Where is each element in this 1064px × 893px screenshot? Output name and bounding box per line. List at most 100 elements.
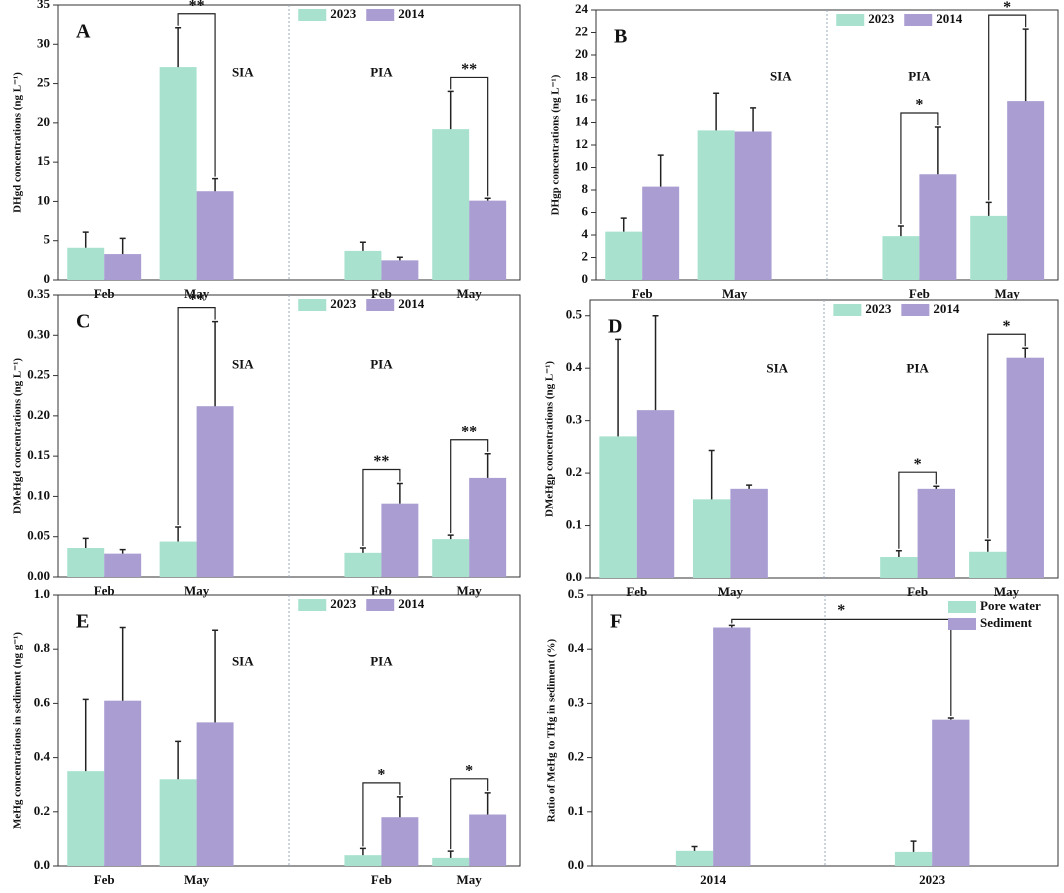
legend-swatch <box>366 599 395 611</box>
y-tick-label: 0.5 <box>568 586 585 601</box>
significance-label: ** <box>189 291 205 308</box>
bar <box>67 771 105 866</box>
y-tick-label: 0.10 <box>27 487 50 502</box>
y-axis-label: DMeHgd concentrations (ng L⁻¹) <box>12 358 24 514</box>
error-bar <box>947 717 954 720</box>
error-bar <box>119 548 126 554</box>
legend-swatch <box>904 14 933 26</box>
y-tick-label: 0.0 <box>34 857 50 872</box>
bar <box>469 814 507 866</box>
significance-bracket <box>900 112 939 224</box>
error-bar <box>746 484 753 489</box>
y-tick-label: 18 <box>575 68 589 83</box>
y-tick-label: 0.1 <box>568 803 584 818</box>
bar <box>469 477 507 577</box>
bar <box>1006 357 1044 578</box>
error-bar <box>82 537 89 548</box>
error-bar <box>447 534 454 540</box>
bar <box>713 627 751 866</box>
x-tick-label: May <box>457 286 483 301</box>
significance-label: * <box>837 602 845 619</box>
error-bar <box>175 27 182 68</box>
bar <box>932 719 970 866</box>
x-tick-label: Feb <box>94 872 115 887</box>
bar <box>67 247 105 280</box>
bar <box>636 410 675 578</box>
y-tick-label: 6 <box>582 203 589 218</box>
error-bar <box>1022 347 1029 358</box>
bar <box>432 539 470 577</box>
error-bar <box>910 840 917 852</box>
panel-label: B <box>614 26 627 48</box>
y-tick-label: 0.4 <box>568 640 585 655</box>
legend-label: Sediment <box>980 615 1033 630</box>
significance-bracket <box>450 439 489 534</box>
error-bar <box>82 698 89 772</box>
y-tick-label: 0.8 <box>34 640 51 655</box>
y-axis-label: MeHg concentrations in sediment (ng g⁻¹) <box>12 632 24 829</box>
bar <box>692 499 731 578</box>
error-bar <box>447 850 454 858</box>
legend-label: 2023 <box>330 296 357 311</box>
y-tick-label: 0.15 <box>27 447 50 462</box>
bar <box>642 186 680 280</box>
y-tick-label: 20 <box>575 46 588 61</box>
legend-label: 2014 <box>398 296 425 311</box>
y-axis-label: DMeHgp concentrations (ng L⁻¹) <box>544 361 556 517</box>
y-tick-label: 14 <box>575 113 589 128</box>
legend-swatch <box>948 601 976 613</box>
bar <box>969 551 1007 578</box>
region-label: SIA <box>766 360 788 375</box>
error-bar <box>396 256 403 261</box>
y-tick-label: 0.30 <box>27 326 50 341</box>
x-tick-label: Feb <box>371 583 392 598</box>
y-tick-label: 30 <box>37 35 50 50</box>
error-bar <box>119 626 126 701</box>
legend-label: 2014 <box>936 11 963 26</box>
legend-label: 2014 <box>933 301 960 316</box>
error-bar <box>897 225 904 237</box>
legend-label: 2023 <box>330 596 357 611</box>
x-tick-label: May <box>457 872 483 887</box>
y-tick-label: 0.35 <box>27 286 50 301</box>
significance-label: ** <box>373 453 389 470</box>
error-bar <box>396 796 403 818</box>
significance-label: * <box>1003 318 1011 335</box>
error-bar <box>933 485 940 489</box>
legend-swatch <box>836 14 865 26</box>
x-tick-label: May <box>184 583 210 598</box>
y-tick-label: 0.6 <box>34 694 51 709</box>
legend-swatch <box>298 9 327 21</box>
bar <box>880 557 918 578</box>
legend-label: Pore water <box>980 598 1041 613</box>
error-bar <box>1022 28 1029 102</box>
bar <box>730 488 768 578</box>
error-bar <box>985 201 992 216</box>
x-tick-label: 2014 <box>700 872 727 887</box>
error-bar <box>212 629 219 723</box>
error-bar <box>713 92 720 131</box>
bar <box>67 547 105 577</box>
error-bar <box>212 177 219 192</box>
y-tick-label: 25 <box>37 75 51 90</box>
y-tick-label: 8 <box>582 181 589 196</box>
bar <box>432 857 470 866</box>
panel-label: A <box>76 21 91 43</box>
significance-bracket <box>450 778 489 850</box>
significance-label: * <box>914 456 922 473</box>
bar <box>894 851 933 866</box>
error-bar <box>212 320 219 407</box>
bar <box>919 174 957 280</box>
y-axis-label: Ratio of MeHg to THg in sediment (%) <box>546 638 558 822</box>
y-tick-label: 0 <box>44 271 51 286</box>
bar <box>344 855 382 866</box>
y-tick-label: 16 <box>575 91 589 106</box>
y-tick-label: 2 <box>582 248 589 263</box>
bar <box>917 488 956 578</box>
region-label: PIA <box>906 360 929 375</box>
y-tick-label: 22 <box>575 23 588 38</box>
y-tick-label: 0.00 <box>27 568 50 583</box>
bar <box>344 552 382 577</box>
bar <box>104 553 142 577</box>
x-tick-label: Feb <box>626 584 647 599</box>
